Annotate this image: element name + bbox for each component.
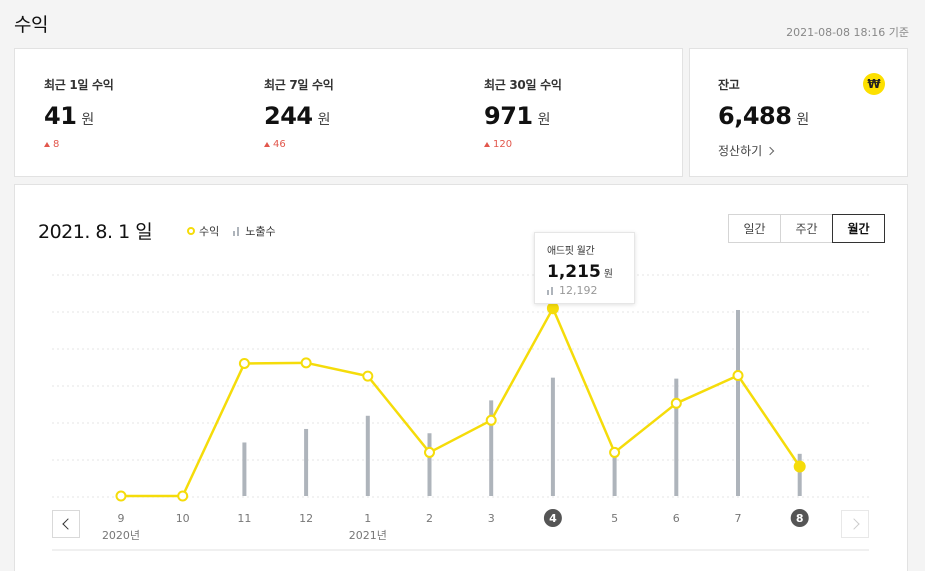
page-title: 수익 [14, 14, 48, 36]
tick-highlight-badge [543, 509, 562, 527]
revenue-point [362, 370, 374, 382]
prev-period-button[interactable] [52, 510, 80, 538]
revenue-point [609, 446, 621, 458]
chart-legend: 수익 노출수 [187, 223, 290, 239]
balance-stat: 잔고 6,488 원 정산하기 [718, 76, 809, 159]
next-period-button[interactable] [841, 510, 869, 538]
triangle-up-icon [264, 142, 270, 147]
chevron-right-icon [847, 518, 860, 530]
impressions-bar [365, 415, 370, 496]
tooltip-impressions-value: 12,192 [559, 284, 598, 297]
impressions-bar [427, 433, 432, 496]
balance-unit: 원 [796, 112, 810, 128]
legend-revenue: 수익 [187, 223, 219, 239]
x-tick-label: 2 [426, 512, 433, 525]
year-label: 2020년 [102, 529, 140, 542]
stat-change-value: 46 [273, 139, 286, 150]
x-tick-label: 5 [611, 512, 618, 525]
tooltip-impressions: 12,192 [547, 284, 622, 297]
settle-link[interactable]: 정산하기 [718, 142, 809, 159]
legend-impressions: 노출수 [233, 223, 276, 239]
tooltip-value: 1,215 [547, 262, 601, 282]
stat-7day: 최근 7일 수익 244 원 46 [264, 76, 334, 150]
stat-value: 244 [264, 102, 313, 130]
impressions-bar [736, 309, 740, 496]
period-weekly-button[interactable]: 주간 [780, 214, 833, 243]
revenue-point [546, 302, 559, 315]
revenue-point [424, 446, 435, 458]
updated-timestamp: 2021-08-08 18:16 기준 [786, 26, 909, 39]
impressions-bar [674, 378, 679, 496]
triangle-up-icon [44, 142, 50, 147]
period-monthly-button[interactable]: 월간 [832, 214, 885, 243]
x-tick-label: 4 [549, 512, 557, 525]
stat-1day: 최근 1일 수익 41 원 8 [44, 76, 114, 150]
revenue-line [121, 307, 801, 498]
bar-chart-icon [233, 226, 241, 236]
legend-revenue-label: 수익 [199, 225, 220, 238]
tooltip-unit: 원 [603, 269, 613, 280]
x-tick-label: 7 [735, 512, 742, 525]
settle-label: 정산하기 [718, 144, 763, 158]
chevron-right-icon [765, 146, 775, 155]
stat-change-value: 120 [493, 139, 513, 150]
revenue-point [177, 490, 189, 502]
revenue-point [300, 357, 312, 369]
chevron-left-icon [61, 518, 74, 530]
x-tick-label: 10 [176, 512, 190, 525]
tick-highlight-badge [790, 509, 809, 527]
stat-label: 최근 1일 수익 [44, 78, 114, 92]
won-icon: ₩ [863, 73, 885, 95]
stat-unit: 원 [317, 112, 331, 128]
balance-value: 6,488 [718, 102, 792, 130]
x-tick-label: 1 [364, 512, 371, 525]
x-tick-label: 8 [796, 512, 804, 525]
period-selector: 일간 주간 월간 [728, 214, 885, 243]
revenue-point [485, 414, 497, 426]
balance-card: 잔고 6,488 원 정산하기 ₩ [689, 48, 908, 177]
stat-label: 최근 30일 수익 [484, 78, 562, 92]
year-label: 2021년 [349, 529, 387, 542]
revenue-point [670, 397, 682, 409]
stat-unit: 원 [81, 112, 95, 128]
x-tick-label: 12 [299, 512, 313, 525]
impressions-bar [612, 449, 617, 496]
period-daily-button[interactable]: 일간 [728, 214, 781, 243]
x-tick-label: 3 [488, 512, 495, 525]
impressions-bar [242, 442, 247, 496]
tooltip-title: 애드핏 월간 [547, 246, 595, 257]
stat-change: 8 [44, 139, 114, 150]
impressions-bar [304, 428, 309, 496]
x-tick-label: 9 [118, 512, 125, 525]
impressions-bar [797, 453, 802, 496]
chart-tooltip: 애드핏 월간 1,215 원 12,192 [534, 232, 635, 304]
stat-change-value: 8 [53, 139, 60, 150]
stat-value: 971 [484, 102, 533, 130]
stat-30day: 최근 30일 수익 971 원 120 [484, 76, 562, 150]
triangle-up-icon [484, 142, 490, 147]
revenue-point [115, 490, 127, 502]
impressions-bar [489, 400, 494, 496]
stat-change: 46 [264, 139, 334, 150]
stat-label: 최근 7일 수익 [264, 78, 334, 92]
revenue-chart-card: 9 10 11 12 1 2 3 4 5 6 7 8 2020년 2021년 2021. 8. 1 일 수… [14, 184, 908, 571]
balance-label: 잔고 [718, 78, 740, 92]
revenue-point [793, 460, 806, 473]
stat-unit: 원 [537, 112, 551, 128]
stat-change: 120 [484, 139, 562, 150]
revenue-point [732, 370, 744, 382]
circle-icon [187, 227, 195, 235]
revenue-point [238, 357, 250, 369]
x-tick-label: 6 [673, 512, 680, 525]
legend-impressions-label: 노출수 [245, 225, 276, 238]
stat-value: 41 [44, 102, 77, 130]
chart-date: 2021. 8. 1 일 [38, 221, 153, 243]
revenue-summary-card: 최근 1일 수익 41 원 8 최근 7일 수익 244 원 46 최근 30일… [14, 48, 683, 177]
impressions-bar [550, 377, 555, 496]
x-tick-label: 11 [237, 512, 251, 525]
bar-chart-icon [547, 286, 555, 295]
